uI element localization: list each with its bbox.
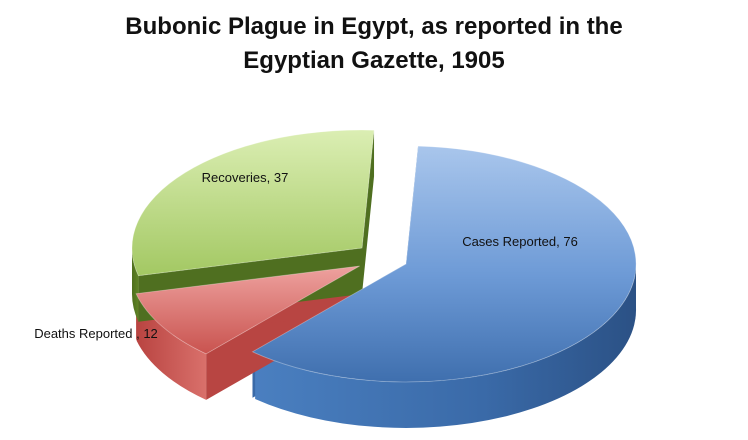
slice-edge-face [362, 130, 375, 295]
pie-slice-recoveries [131, 129, 375, 277]
data-label-recoveries: Recoveries, 37 [202, 170, 289, 185]
label-layer: Cases Reported, 76 Deaths Reported , 12 Re… [34, 170, 578, 341]
slice-outer-wall [136, 294, 207, 400]
data-label-cases-reported: Cases Reported, 76 [462, 234, 578, 249]
slice-outer-wall [255, 261, 637, 428]
chart-title: Bubonic Plague in Egypt, as reported in … [0, 10, 748, 78]
chart-title-line-2: Egyptian Gazette, 1905 [243, 47, 505, 74]
slice-outer-wall [132, 247, 139, 322]
pie-slice-deaths-reported [135, 265, 360, 355]
chart-title-line-1: Bubonic Plague in Egypt, as reported in … [125, 13, 623, 40]
pie-layer [131, 129, 637, 428]
pie-slice-cases-reported [251, 145, 637, 383]
data-label-deaths-reported: Deaths Reported , 12 [34, 326, 158, 341]
